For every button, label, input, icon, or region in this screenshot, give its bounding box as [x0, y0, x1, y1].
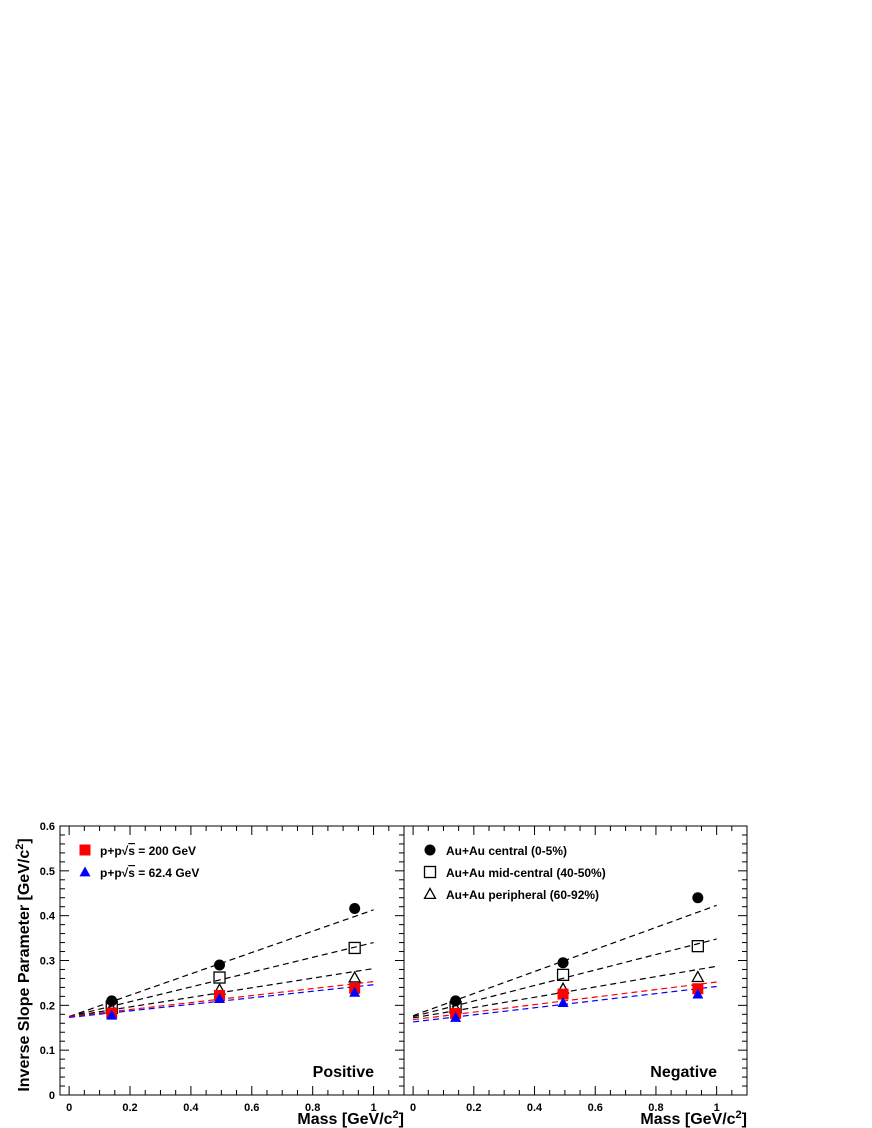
x-tick-label: 1	[370, 1102, 376, 1114]
point-auau_central	[557, 957, 569, 969]
panel-positive: 0 0.2 0.4 0.6 0.8 1 0 0.1 0.2 0.3 0.4 0.5 0.6 Positiv…	[40, 821, 405, 1128]
x-tick-label: 0.2	[466, 1102, 481, 1114]
point-auau_central	[214, 959, 226, 971]
point-pp_62	[450, 1011, 462, 1022]
legend-sqrt-arg: s	[128, 866, 135, 880]
legend-sqrt-sign: √	[122, 844, 129, 858]
y-tick-label: 0.3	[40, 956, 55, 968]
point-auau_midcentral	[348, 941, 361, 955]
legend-marker-1	[423, 865, 437, 879]
x-axis-title: Mass [GeV/c2]	[297, 1109, 404, 1128]
legend-entry-label: Au+Au mid-central (40-50%)	[446, 866, 606, 880]
y-axis-title-close: ]	[16, 838, 33, 843]
point-auau_central	[450, 995, 462, 1007]
legend-energy: = 200 GeV	[135, 844, 196, 858]
x-tick-label: 0.8	[648, 1102, 663, 1114]
legend-prefix: p+p	[100, 866, 122, 880]
x-axis-title-close: ]	[399, 1111, 404, 1128]
x-axis-title-close: ]	[742, 1111, 747, 1128]
x-axis-title-text: Mass [GeV/c	[297, 1111, 392, 1128]
legend-marker-0	[424, 844, 436, 856]
panel-label: Positive	[313, 1064, 374, 1081]
x-tick-label: 1	[714, 1102, 720, 1114]
point-pp_62	[557, 997, 569, 1008]
legend-marker-1	[79, 866, 91, 877]
legend-auau: Au+Au central (0-5%) Au+Au mid-central (4…	[423, 844, 606, 902]
x-tick-label: 0	[66, 1102, 72, 1114]
x-axis-title: Mass [GeV/c2]	[640, 1109, 747, 1128]
point-auau_peripheral	[348, 970, 362, 983]
point-pp_62	[349, 986, 361, 997]
x-tick-label: 0.4	[183, 1102, 199, 1114]
point-pp_200	[557, 988, 569, 1000]
y-tick-label: 0.5	[40, 866, 55, 878]
legend-entry-label: p+p√s = 62.4 GeV	[100, 866, 199, 880]
legend-prefix: p+p	[100, 844, 122, 858]
x-tick-label: 0.8	[305, 1102, 320, 1114]
x-tick-label: 0.6	[244, 1102, 259, 1114]
legend-entry-label: Au+Au peripheral (60-92%)	[446, 888, 599, 902]
point-auau_peripheral	[691, 970, 705, 983]
svg-text:Inverse Slope Parameter [GeV/c: Inverse Slope Parameter [GeV/c2]	[14, 838, 33, 1091]
point-auau_midcentral	[691, 940, 704, 953]
legend-energy: = 62.4 GeV	[135, 866, 199, 880]
legend-entry-label: Au+Au central (0-5%)	[446, 844, 567, 858]
y-tick-label: 0	[49, 1090, 55, 1102]
y-tick-label: 0.6	[40, 821, 55, 833]
y-tick-label: 0.1	[40, 1045, 55, 1057]
legend-marker-2	[423, 887, 437, 900]
x-axis-title-sup: 2	[393, 1109, 399, 1121]
point-auau_central	[692, 892, 704, 904]
x-tick-label: 0	[410, 1102, 416, 1114]
x-tick-label: 0.6	[588, 1102, 603, 1114]
y-tick-label: 0.4	[40, 911, 56, 923]
fit-line-auau_midcentral	[412, 938, 717, 1018]
legend-marker-0	[79, 844, 91, 856]
point-auau_central	[349, 902, 361, 914]
panel-negative: 0 0.2 0.4 0.6 0.8 1 Negative Mass [GeV/c2]	[403, 825, 748, 1128]
fit-line-auau_midcentral	[68, 941, 374, 1018]
x-axis-title-sup: 2	[736, 1109, 742, 1121]
y-tick-label: 0.2	[40, 1000, 55, 1012]
legend-sqrt-arg: s	[128, 844, 135, 858]
legend-entry-label: p+p√s = 200 GeV	[100, 844, 196, 858]
y-axis-title-text: Inverse Slope Parameter [GeV/c	[16, 850, 33, 1092]
point-pp_62	[214, 993, 226, 1004]
x-tick-label: 0.4	[527, 1102, 543, 1114]
point-pp_62	[106, 1009, 118, 1020]
point-auau_midcentral	[556, 968, 570, 981]
x-tick-label: 0.2	[122, 1102, 137, 1114]
point-pp_62	[692, 988, 704, 999]
y-axis-title-sup: 2	[14, 844, 26, 850]
x-axis-title-text: Mass [GeV/c	[640, 1111, 735, 1128]
y-axis-title: Inverse Slope Parameter [GeV/c2]	[14, 838, 33, 1091]
panel-label: Negative	[650, 1064, 717, 1081]
legend-sqrt-sign: √	[122, 866, 129, 880]
